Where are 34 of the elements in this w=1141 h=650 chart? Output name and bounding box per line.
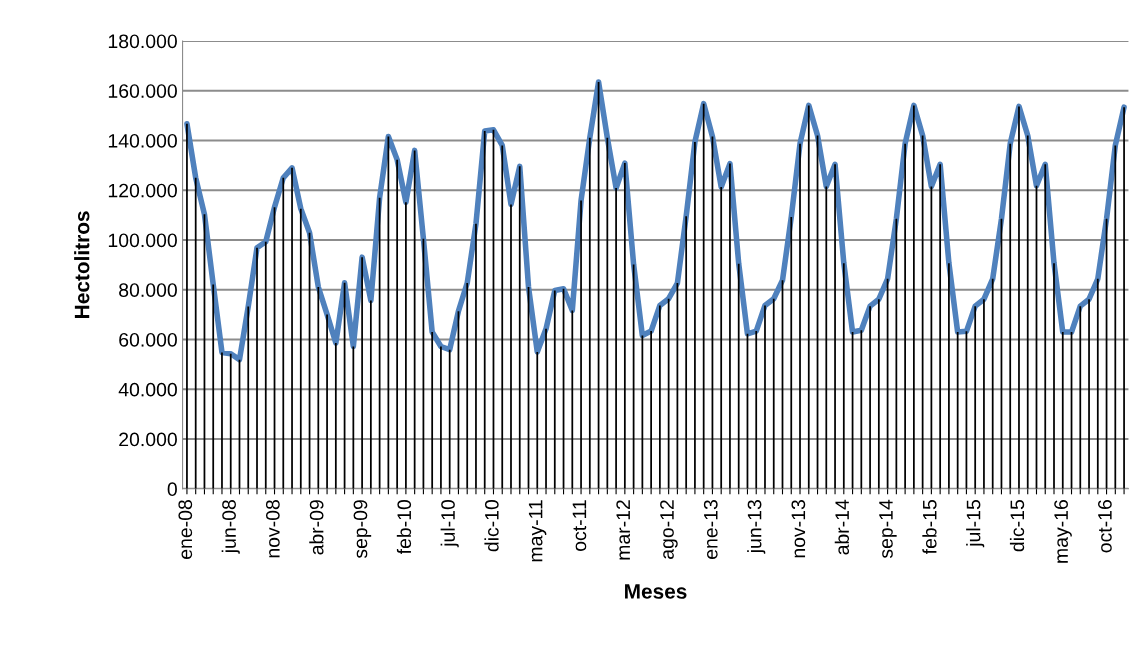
y-tick-label: 180.000	[108, 34, 177, 49]
y-axis-title: Hectolitros	[74, 211, 90, 318]
x-axis-title: Meses	[625, 584, 687, 599]
y-tick-label: 40.000	[118, 382, 177, 397]
x-tick-label: abr-09	[309, 500, 324, 555]
x-tick-label: may-11	[528, 500, 547, 562]
x-tick-label: oct-11	[572, 500, 587, 551]
x-tick-label: feb-15	[922, 500, 937, 555]
x-tick-label: dic-10	[484, 499, 499, 552]
x-tick-label: feb-10	[396, 499, 412, 555]
x-tick-label: sep-09	[353, 500, 372, 559]
x-tick-label: ago-12	[660, 500, 678, 559]
x-tick-label: abr-14	[834, 499, 850, 555]
y-tick-label: 160.000	[108, 84, 177, 98]
x-tick-label: jul-10	[440, 499, 459, 548]
y-tick-label: 20.000	[119, 432, 177, 447]
x-tick-label: nov-08	[265, 500, 280, 558]
x-tick-label: mar-12	[616, 500, 631, 560]
y-tick-label: 100.000	[108, 233, 177, 248]
y-tick-label: 0	[167, 482, 177, 497]
x-tick-label: sep-14	[879, 499, 897, 559]
x-tick-label: jun-13	[747, 500, 766, 554]
y-tick-label: 120.000	[108, 183, 177, 198]
x-tick-label: nov-13	[791, 500, 806, 558]
x-tick-label: jul-15	[966, 500, 985, 548]
y-tick-label: 60.000	[119, 332, 177, 347]
x-tick-label: jun-08	[221, 500, 240, 554]
x-tick-label: ene-08	[178, 500, 193, 559]
x-tick-label: oct-16	[1098, 500, 1112, 553]
y-tick-label: 140.000	[108, 133, 177, 148]
y-tick-label: 80.000	[119, 283, 177, 297]
x-tick-label: may-16	[1054, 500, 1072, 563]
x-tick-label: ene-13	[703, 500, 718, 559]
x-tick-label: dic-15	[1009, 500, 1025, 552]
